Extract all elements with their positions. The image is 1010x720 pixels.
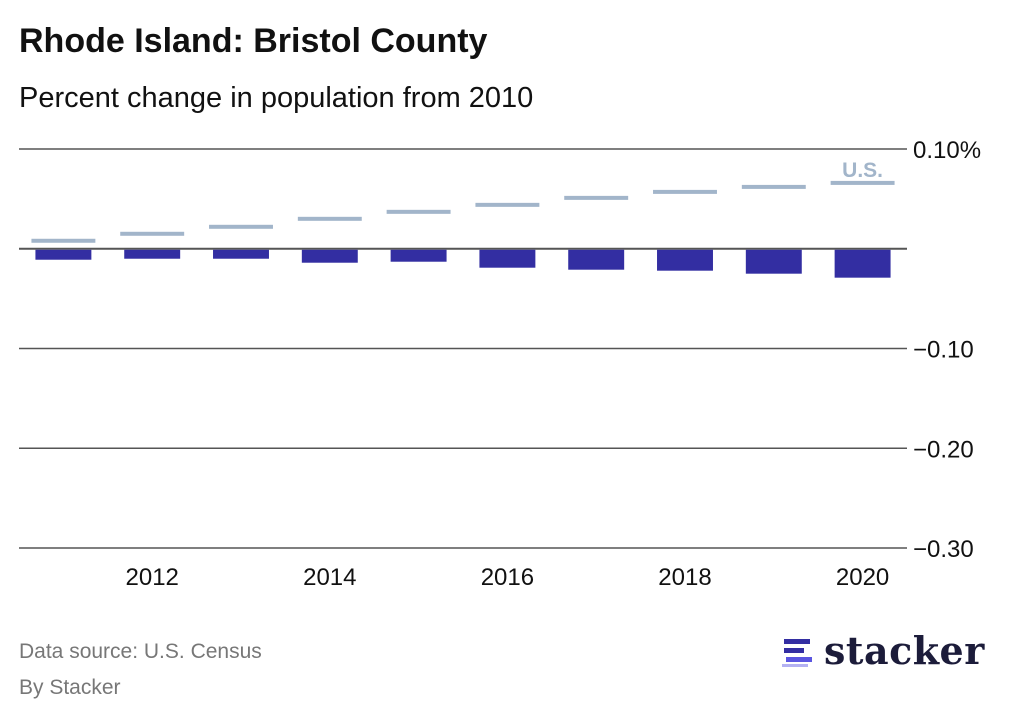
us-marker xyxy=(297,216,362,221)
byline: By Stacker xyxy=(19,676,121,699)
us-marker xyxy=(120,231,185,236)
chart-subtitle: Percent change in population from 2010 xyxy=(19,82,534,114)
x-tick-label: 2014 xyxy=(303,564,356,591)
us-marker xyxy=(741,184,806,189)
us-marker xyxy=(564,195,629,200)
y-tick-label: −0.20 xyxy=(913,436,974,463)
us-marker xyxy=(31,238,96,243)
us-marker xyxy=(830,180,895,185)
y-tick-label: 0.10% xyxy=(913,137,981,164)
data-source: Data source: U.S. Census xyxy=(19,640,262,663)
us-marker xyxy=(209,224,273,229)
y-tick-label: −0.30 xyxy=(913,536,974,563)
x-tick-label: 2012 xyxy=(126,564,179,591)
chart-area: 0.10% −0.10 −0.20 −0.30 U.S. 2012 2014 2016 2018… xyxy=(19,137,981,591)
county-bar xyxy=(301,249,358,263)
us-marker xyxy=(386,209,451,214)
x-tick-label: 2020 xyxy=(836,564,889,591)
logo-text: stacker xyxy=(824,628,985,673)
us-series-label: U.S. xyxy=(842,159,883,182)
stacker-logo: stacker xyxy=(780,628,985,673)
us-marker xyxy=(653,189,717,194)
chart-title: Rhode Island: Bristol County xyxy=(19,22,488,60)
x-tick-label: 2018 xyxy=(658,564,711,591)
county-bar xyxy=(568,249,625,270)
county-bar xyxy=(35,249,92,260)
county-bar xyxy=(657,249,713,271)
y-tick-label: −0.10 xyxy=(913,337,974,364)
county-bar xyxy=(479,249,536,268)
county-bar xyxy=(124,249,181,259)
stacker-stripes-icon xyxy=(782,638,812,667)
x-tick-label: 2016 xyxy=(481,564,534,591)
county-bar xyxy=(390,249,447,262)
us-marker xyxy=(475,202,540,207)
county-bar xyxy=(213,249,269,259)
county-bar xyxy=(745,249,802,274)
county-bar xyxy=(834,249,891,278)
